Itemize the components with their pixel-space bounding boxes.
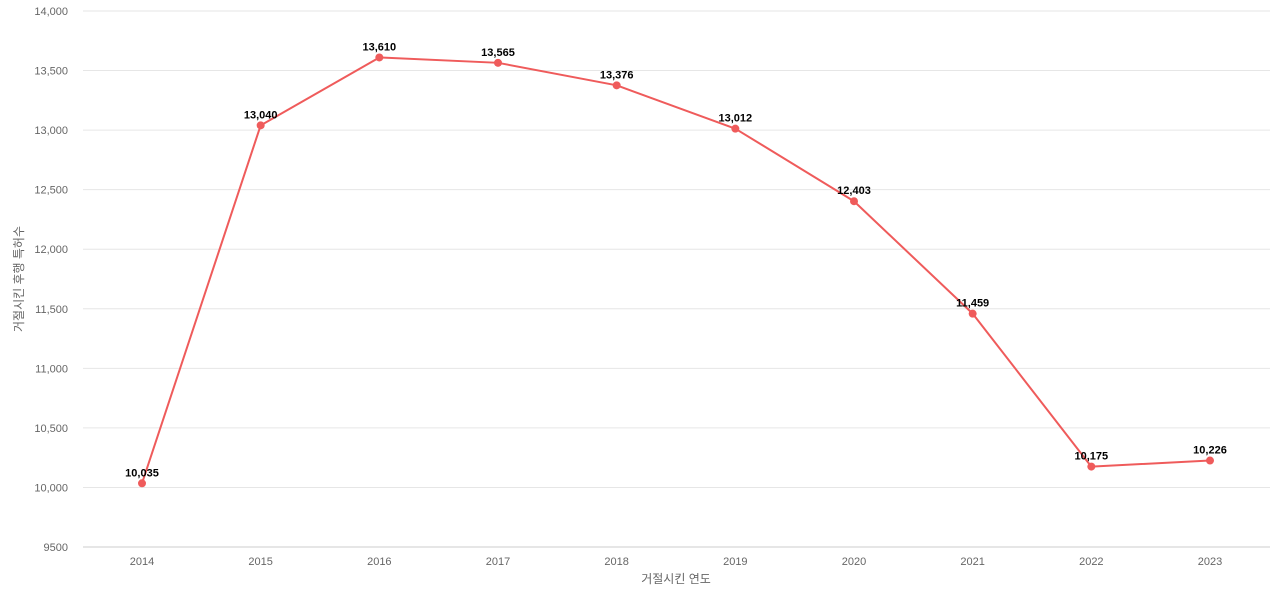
data-label: 13,012 bbox=[719, 113, 753, 125]
y-tick-label: 11,500 bbox=[35, 304, 68, 316]
data-point[interactable] bbox=[968, 309, 977, 318]
y-axis-ticks: 9500 10,000 10,500 11,000 11,500 12,000 12,500… bbox=[34, 6, 68, 554]
y-tick-label: 13,500 bbox=[34, 66, 68, 78]
x-tick-label: 2016 bbox=[367, 556, 391, 568]
data-label: 12,403 bbox=[837, 185, 871, 197]
x-tick-label: 2023 bbox=[1198, 556, 1222, 568]
data-label: 13,040 bbox=[244, 109, 278, 121]
y-tick-label: 12,000 bbox=[34, 244, 68, 256]
data-point[interactable] bbox=[1206, 456, 1214, 465]
y-tick-label: 11,000 bbox=[35, 363, 68, 375]
data-point[interactable] bbox=[138, 479, 146, 488]
x-tick-label: 2015 bbox=[248, 556, 272, 568]
data-point[interactable] bbox=[850, 197, 858, 206]
x-axis-title: 거절시킨 연도 bbox=[641, 572, 711, 586]
point-layer bbox=[138, 53, 1214, 488]
data-point[interactable] bbox=[731, 124, 740, 133]
data-point[interactable] bbox=[375, 53, 384, 62]
x-tick-label: 2019 bbox=[723, 556, 747, 568]
data-label: 10,226 bbox=[1193, 445, 1227, 457]
x-tick-label: 2014 bbox=[130, 556, 154, 568]
y-tick-label: 12,500 bbox=[34, 185, 68, 197]
x-tick-label: 2018 bbox=[604, 556, 628, 568]
data-label: 10,175 bbox=[1075, 451, 1109, 463]
y-tick-label: 10,000 bbox=[34, 482, 68, 494]
data-point[interactable] bbox=[612, 81, 621, 90]
x-axis-ticks: 2014 2015 2016 2017 2018 2019 2020 2021 2022 2023 bbox=[130, 556, 1222, 568]
y-tick-label: 9500 bbox=[44, 542, 68, 554]
data-label: 13,610 bbox=[363, 41, 397, 53]
x-tick-label: 2021 bbox=[960, 556, 984, 568]
data-label: 10,035 bbox=[125, 467, 159, 479]
data-label-layer: 10,035 13,040 13,610 13,565 13,376 13,012 12,4… bbox=[125, 41, 1227, 479]
y-tick-label: 13,000 bbox=[34, 125, 68, 137]
series-line bbox=[141, 56, 1211, 484]
x-tick-label: 2020 bbox=[842, 556, 866, 568]
data-label: 13,565 bbox=[481, 47, 515, 59]
x-tick-label: 2017 bbox=[486, 556, 510, 568]
series-layer bbox=[141, 56, 1211, 484]
data-label: 13,376 bbox=[600, 69, 634, 81]
grid-layer bbox=[83, 10, 1270, 548]
x-tick-label: 2022 bbox=[1079, 556, 1103, 568]
data-point[interactable] bbox=[494, 58, 502, 67]
data-point[interactable] bbox=[256, 121, 265, 130]
data-label: 11,459 bbox=[956, 298, 989, 310]
y-axis-title: 거절시킨 후행 특허수 bbox=[11, 226, 26, 332]
y-tick-label: 10,500 bbox=[34, 423, 68, 435]
y-tick-label: 14,000 bbox=[34, 6, 68, 18]
data-point[interactable] bbox=[1087, 462, 1096, 471]
